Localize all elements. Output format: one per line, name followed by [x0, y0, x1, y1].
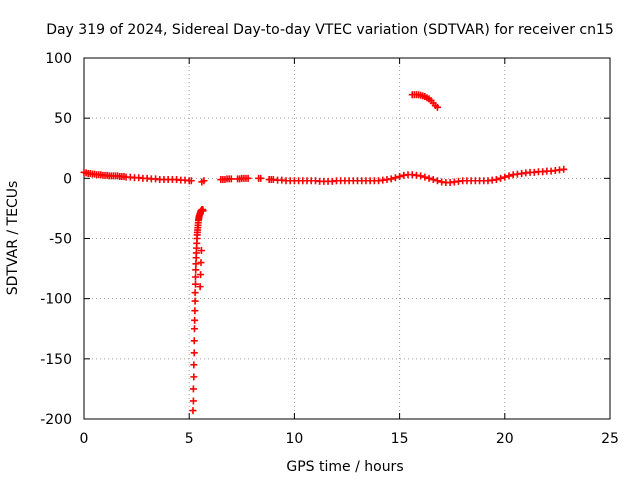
data-point — [417, 172, 425, 180]
plot-frame — [83, 57, 611, 420]
y-tick-label: -100 — [40, 292, 72, 308]
data-point — [190, 337, 198, 345]
y-axis-label: SDTVAR / TECUs — [5, 181, 21, 296]
data-point — [190, 373, 198, 381]
data-point — [196, 283, 204, 291]
y-tick-label: -200 — [40, 412, 72, 428]
series-main-trace — [80, 165, 568, 187]
y-tick-label: -50 — [49, 232, 72, 248]
data-point — [190, 325, 198, 333]
data-point — [187, 177, 195, 185]
data-point — [192, 260, 200, 268]
data-point — [244, 174, 252, 182]
data-point — [191, 297, 199, 305]
data-point — [396, 173, 404, 181]
y-tick-label: 100 — [45, 51, 72, 67]
x-tick-label: 20 — [496, 431, 514, 447]
data-point — [257, 174, 265, 182]
y-tick-label: -150 — [40, 352, 72, 368]
data-point — [433, 177, 441, 185]
series-isolated-segment — [408, 91, 441, 111]
data-point — [197, 259, 205, 267]
data-point — [497, 174, 505, 182]
data-point — [227, 175, 235, 183]
grid-lines — [84, 58, 610, 419]
data-point — [191, 289, 199, 297]
data-point — [189, 407, 197, 415]
x-tick-label: 25 — [601, 431, 619, 447]
x-tick-label: 0 — [80, 431, 89, 447]
data-point — [505, 172, 513, 180]
series-downward-spike — [189, 206, 207, 415]
data-point — [425, 174, 433, 182]
data-point — [391, 174, 399, 182]
data-point — [190, 361, 198, 369]
x-tick-label: 5 — [185, 431, 194, 447]
y-axis: -200 -150 -100 -50 0 50 100 — [40, 51, 610, 428]
x-tick-label: 10 — [285, 431, 303, 447]
y-tick-label: 0 — [63, 171, 72, 187]
data-point — [560, 165, 568, 173]
y-tick-label: 50 — [54, 111, 72, 127]
data-point — [501, 173, 509, 181]
data-point — [199, 207, 207, 215]
data-point — [200, 177, 208, 185]
data-point — [197, 271, 205, 279]
data-point — [433, 103, 441, 111]
x-axis: 0 5 10 15 20 25 — [80, 58, 619, 447]
data-point — [190, 349, 198, 357]
data-point — [492, 176, 500, 184]
data-points — [80, 91, 568, 415]
data-point — [192, 266, 200, 274]
x-axis-label: GPS time / hours — [286, 459, 403, 475]
data-point — [189, 385, 197, 393]
data-point — [387, 175, 395, 183]
data-point — [429, 176, 437, 184]
chart-title: Day 319 of 2024, Sidereal Day-to-day VTE… — [46, 22, 614, 38]
data-point — [189, 397, 197, 405]
data-point — [197, 247, 205, 255]
data-point — [192, 273, 200, 281]
data-point — [421, 173, 429, 181]
data-point — [192, 280, 200, 288]
data-point — [191, 307, 199, 315]
data-point — [191, 316, 199, 324]
x-tick-label: 15 — [391, 431, 409, 447]
